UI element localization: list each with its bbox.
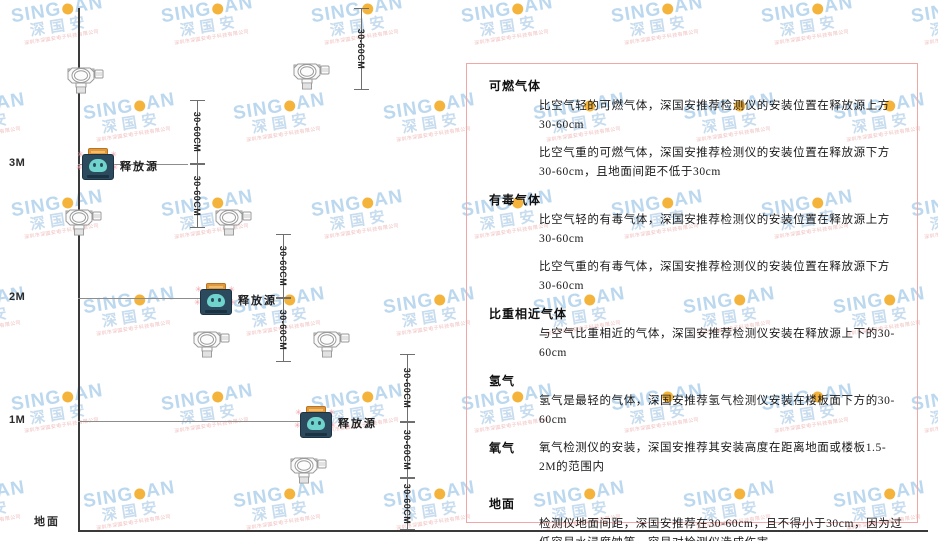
dimension-line: 30-60CM (182, 100, 212, 164)
spark-icon: ✳ (229, 298, 236, 307)
spark-icon: ✳ (295, 408, 302, 417)
section-heading: 氧气 (489, 441, 516, 455)
gas-release-source-icon: ✳ ✳ ✳ ✳ (294, 406, 336, 438)
dimension-line: 30-60CM (182, 164, 212, 228)
panel-body: 可燃气体 比空气轻的可燃气体，深国安推荐检测仪的安装位置在释放源上方30-60c… (467, 64, 917, 541)
dimension-label: 30-60CM (192, 175, 202, 217)
watermark-dot-icon (661, 2, 675, 16)
spark-icon: ✳ (194, 298, 201, 307)
spark-icon: ✳ (76, 163, 83, 172)
gas-detector-icon (287, 452, 333, 486)
section-heading: 地面 (489, 497, 516, 511)
spark-icon: ✳ (328, 408, 335, 417)
section-heading: 有毒气体 (489, 193, 542, 207)
ground-label: 地面 (34, 516, 60, 528)
spark-icon: ✳ (329, 421, 336, 430)
release-source-label: 释放源 (238, 295, 277, 307)
source-body (300, 412, 332, 438)
level-label-2m: 2M (9, 291, 26, 303)
section-ground: 地面 检测仪地面间距，深国安推荐在30-60cm，且不得小于30cm，因为过低容… (481, 495, 903, 541)
section-oxygen: 氧气 氧气检测仪的安装，深国安推荐其安装高度在距离地面或楼板1.5-2M的范围内 (481, 439, 903, 477)
dimension-label: 30-60CM (278, 245, 288, 287)
dimension-label: 30-60CM (356, 28, 366, 70)
installation-guidelines-panel: 可燃气体 比空气轻的可燃气体，深国安推荐检测仪的安装位置在释放源上方30-60c… (466, 63, 918, 541)
gas-detector-icon (64, 62, 110, 96)
gas-detector-icon (310, 326, 356, 360)
section-combustible-gas: 可燃气体 比空气轻的可燃气体，深国安推荐检测仪的安装位置在释放源上方30-60c… (481, 77, 903, 182)
section-hydrogen: 氢气 氢气是最轻的气体，深国安推荐氢气检测仪安装在楼板面下方的30-60cm (481, 372, 903, 430)
section-paragraph: 检测仪地面间距，深国安推荐在30-60cm，且不得小于30cm，因为过低容易水浸… (539, 518, 903, 541)
level-line-3m (78, 164, 188, 165)
watermark-cn: 深国安 (779, 14, 841, 40)
watermark-sub: 深圳市深国安电子科技有限公司 (773, 29, 850, 47)
watermark-cn: 深国安 (629, 14, 691, 40)
section-paragraph: 氢气是最轻的气体，深国安推荐氢气检测仪安装在楼板面下方的30-60cm (539, 395, 895, 426)
dimension-line: 30-60CM (392, 354, 422, 422)
dimension-label: 30-60CM (402, 367, 412, 409)
section-similar-density-gas: 比重相近气体 与空气比重相近的气体，深国安推荐检测仪安装在释放源上下的30-60… (481, 305, 903, 363)
section-heading: 可燃气体 (489, 79, 542, 93)
source-window (89, 159, 107, 172)
watermark-sub: 深圳市深国安电子科技有限公司 (623, 29, 700, 47)
section-heading: 氢气 (489, 374, 516, 388)
gas-detector-icon (290, 58, 336, 92)
source-body (200, 289, 232, 315)
section-paragraph: 与空气比重相近的气体，深国安推荐检测仪安装在释放源上下的30-60cm (539, 328, 895, 359)
level-label-1m: 1M (9, 414, 26, 426)
dimension-label: 30-60CM (278, 309, 288, 351)
level-line-2m (78, 298, 203, 299)
section-paragraph: 比空气轻的可燃气体，深国安推荐检测仪的安装位置在释放源上方30-60cm (539, 100, 890, 131)
installation-height-diagram: 3M 2M 1M 地面 (9, 8, 928, 532)
gas-detector-icon (62, 204, 108, 238)
release-source-label: 释放源 (338, 418, 377, 430)
spark-icon: ✳ (228, 285, 235, 294)
dimension-label: 30-60CM (402, 483, 412, 525)
spark-icon: ✳ (294, 421, 301, 430)
spark-icon: ✳ (111, 163, 118, 172)
ground-axis (78, 530, 928, 532)
spark-icon: ✳ (77, 150, 84, 159)
dimension-line: 30-60CM (268, 234, 298, 298)
section-paragraph: 氧气检测仪的安装，深国安推荐其安装高度在距离地面或楼板1.5-2M的范围内 (539, 442, 887, 473)
watermark-dot-icon (811, 2, 825, 16)
release-source-label: 释放源 (120, 161, 159, 173)
watermark-cn: 深国安 (929, 14, 938, 40)
source-base (87, 175, 109, 178)
dimension-label: 30-60CM (402, 429, 412, 471)
gas-detector-icon (190, 326, 236, 360)
gas-detector-icon (212, 204, 258, 238)
watermark-dot-icon (511, 2, 525, 16)
spark-icon: ✳ (195, 285, 202, 294)
vertical-axis (78, 8, 80, 532)
dimension-line: 30-60CM (346, 8, 376, 90)
level-line-1m (78, 421, 303, 422)
gas-release-source-icon: ✳ ✳ ✳ ✳ (76, 148, 118, 180)
dimension-line: 30-60CM (392, 422, 422, 478)
dimension-line: 30-60CM (392, 478, 422, 530)
section-paragraph: 比空气重的有毒气体，深国安推荐检测仪的安装位置在释放源下方30-60cm (539, 261, 890, 292)
watermark-sub: 深圳市深国安电子科技有限公司 (473, 29, 550, 47)
watermark-sub: 深圳市深国安电子科技有限公司 (923, 29, 938, 47)
section-toxic-gas: 有毒气体 比空气轻的有毒气体，深国安推荐检测仪的安装位置在释放源上方30-60c… (481, 191, 903, 296)
dimension-line: 30-60CM (268, 298, 298, 362)
dimension-label: 30-60CM (192, 111, 202, 153)
spark-icon: ✳ (110, 150, 117, 159)
section-paragraph: 比空气重的可燃气体，深国安推荐检测仪的安装位置在释放源下方30-60cm，且地面… (539, 147, 890, 178)
source-base (205, 310, 227, 313)
source-base (305, 433, 327, 436)
level-label-3m: 3M (9, 157, 26, 169)
source-window (307, 417, 325, 430)
section-heading: 比重相近气体 (489, 307, 568, 321)
gas-release-source-icon: ✳ ✳ ✳ ✳ (194, 283, 236, 315)
section-paragraph: 比空气轻的有毒气体，深国安推荐检测仪的安装位置在释放源上方30-60cm (539, 214, 890, 245)
source-body (82, 154, 114, 180)
source-window (207, 294, 225, 307)
